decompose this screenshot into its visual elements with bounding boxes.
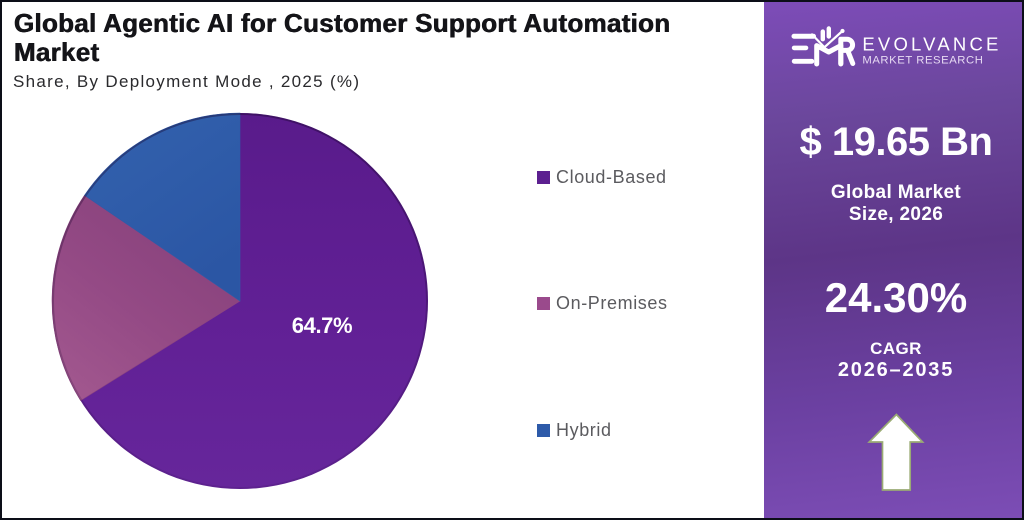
svg-text:MARKET RESEARCH: MARKET RESEARCH <box>862 55 983 67</box>
svg-text:EVOLVANCE: EVOLVANCE <box>862 33 1001 54</box>
svg-text:64.7%: 64.7% <box>292 313 352 338</box>
